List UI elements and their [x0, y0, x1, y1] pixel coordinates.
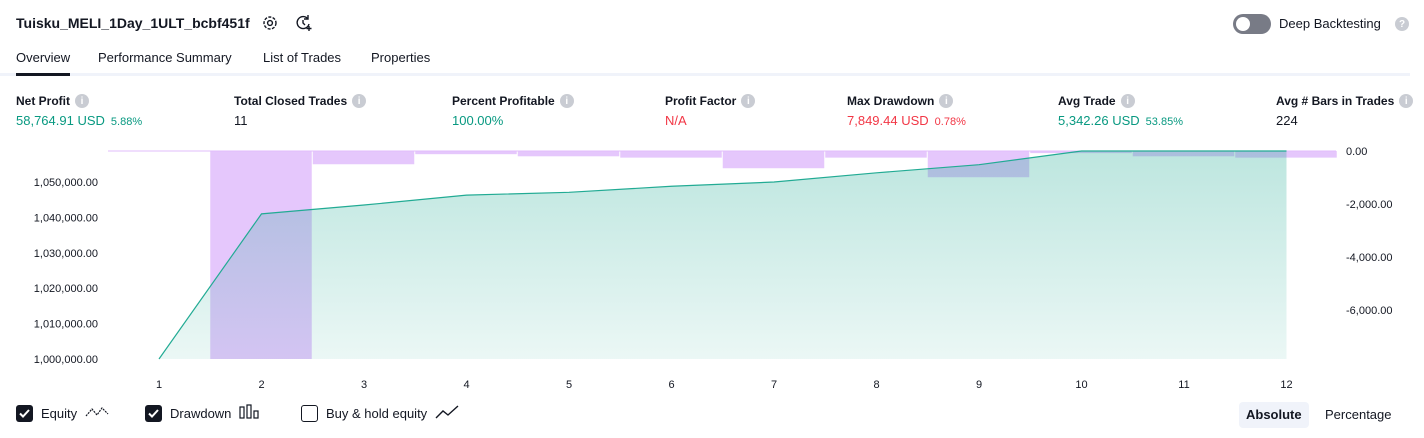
deep-backtesting-label: Deep Backtesting	[1279, 16, 1381, 31]
metric-value: 5,342.26 USD	[1058, 113, 1140, 128]
left-axis-tick-label: 1,000,000.00	[34, 354, 98, 366]
metric-label: Max Drawdown	[847, 94, 934, 108]
drawdown-bar	[825, 151, 927, 158]
metric-value: N/A	[665, 113, 687, 128]
buy-hold-line-icon	[435, 404, 459, 423]
metric-profit-factor: Profit Factor i N/A	[665, 94, 755, 128]
report-tabs: Overview Performance Summary List of Tra…	[0, 46, 1410, 76]
metric-value: 224	[1276, 113, 1298, 128]
equity-label: Equity	[41, 406, 77, 421]
buy-hold-label: Buy & hold equity	[326, 406, 427, 421]
x-axis-tick-label: 2	[258, 379, 264, 391]
metric-label: Total Closed Trades	[234, 94, 347, 108]
metric-value: 7,849.44 USD	[847, 113, 929, 128]
replay-icon[interactable]	[293, 13, 313, 33]
x-axis-tick-label: 10	[1075, 379, 1087, 391]
metric-max-drawdown: Max Drawdown i 7,849.44 USD 0.78%	[847, 94, 966, 128]
drawdown-label: Drawdown	[170, 406, 231, 421]
metric-percent: 53.85%	[1146, 116, 1183, 128]
tab-properties[interactable]: Properties	[371, 50, 430, 65]
drawdown-bar	[723, 151, 825, 168]
metric-value: 58,764.91 USD	[16, 113, 105, 128]
x-axis-tick-label: 11	[1178, 379, 1189, 391]
percentage-button[interactable]: Percentage	[1318, 402, 1399, 428]
deep-backtesting-toggle[interactable]	[1233, 14, 1271, 34]
toggle-knob	[1236, 17, 1250, 31]
strategy-title: Tuisku_MELI_1Day_1ULT_bcbf451f	[16, 15, 250, 31]
absolute-button[interactable]: Absolute	[1239, 402, 1309, 428]
equity-line-icon	[85, 404, 109, 423]
metric-total-closed-trades: Total Closed Trades i 11	[234, 94, 366, 128]
tab-performance-summary[interactable]: Performance Summary	[98, 50, 232, 65]
legend-buy-hold[interactable]: Buy & hold equity	[301, 404, 459, 423]
right-axis-tick-label: -4,000.00	[1346, 252, 1392, 264]
left-axis-tick-label: 1,040,000.00	[34, 212, 98, 224]
info-icon[interactable]: i	[75, 94, 89, 108]
deep-backtesting-info-icon[interactable]: ?	[1395, 17, 1409, 31]
drawdown-bar	[518, 151, 620, 156]
metric-avg-bars-in-trades: Avg # Bars in Trades i 224	[1276, 94, 1413, 128]
legend-equity[interactable]: Equity	[16, 404, 109, 423]
left-axis-tick-label: 1,010,000.00	[34, 319, 98, 331]
metric-label: Net Profit	[16, 94, 70, 108]
buy-hold-checkbox[interactable]	[301, 405, 318, 422]
metric-percent: 5.88%	[111, 116, 142, 128]
drawdown-checkbox[interactable]	[145, 405, 162, 422]
left-axis-tick-label: 1,020,000.00	[34, 283, 98, 295]
metric-label: Percent Profitable	[452, 94, 555, 108]
x-axis-tick-label: 1	[156, 379, 162, 391]
strategy-header: Tuisku_MELI_1Day_1ULT_bcbf451f Deep Back…	[0, 0, 1424, 46]
right-axis-tick-label: -6,000.00	[1346, 305, 1392, 317]
x-axis-tick-label: 5	[566, 379, 572, 391]
equity-checkbox[interactable]	[16, 405, 33, 422]
right-axis-tick-label: 0.00	[1346, 146, 1367, 158]
x-axis-tick-label: 3	[361, 379, 367, 391]
drawdown-bar	[620, 151, 722, 158]
x-axis-tick-label: 4	[463, 379, 469, 391]
x-axis-tick-label: 12	[1280, 379, 1292, 391]
x-axis-tick-label: 6	[668, 379, 674, 391]
info-icon[interactable]: i	[741, 94, 755, 108]
left-axis-tick-label: 1,050,000.00	[34, 177, 98, 189]
metric-percent: 0.78%	[935, 116, 966, 128]
tab-list-of-trades[interactable]: List of Trades	[263, 50, 341, 65]
info-icon[interactable]: i	[352, 94, 366, 108]
drawdown-bar	[415, 151, 517, 154]
metric-percent-profitable: Percent Profitable i 100.00%	[452, 94, 574, 128]
metric-value: 11	[234, 113, 248, 128]
info-icon[interactable]: i	[1121, 94, 1135, 108]
metric-avg-trade: Avg Trade i 5,342.26 USD 53.85%	[1058, 94, 1183, 128]
metric-label: Avg Trade	[1058, 94, 1116, 108]
settings-icon[interactable]	[260, 13, 280, 33]
legend-drawdown[interactable]: Drawdown	[145, 404, 261, 423]
left-axis-tick-label: 1,030,000.00	[34, 248, 98, 260]
x-axis-tick-label: 7	[771, 379, 777, 391]
info-icon[interactable]: i	[560, 94, 574, 108]
drawdown-bars-icon	[239, 404, 261, 423]
info-icon[interactable]: i	[939, 94, 953, 108]
x-axis-tick-label: 9	[976, 379, 982, 391]
equity-area	[159, 151, 1287, 359]
equity-drawdown-chart[interactable]: 1,000,000.00 1,010,000.00 1,020,000.00 1,03…	[0, 136, 1424, 396]
metric-label: Avg # Bars in Trades	[1276, 94, 1394, 108]
drawdown-bar	[313, 151, 415, 164]
metric-net-profit: Net Profit i 58,764.91 USD 5.88%	[16, 94, 142, 128]
x-axis-tick-label: 8	[873, 379, 879, 391]
info-icon[interactable]: i	[1399, 94, 1413, 108]
right-axis-tick-label: -2,000.00	[1346, 199, 1392, 211]
metric-value: 100.00%	[452, 113, 503, 128]
metric-label: Profit Factor	[665, 94, 736, 108]
tab-overview[interactable]: Overview	[16, 50, 70, 76]
